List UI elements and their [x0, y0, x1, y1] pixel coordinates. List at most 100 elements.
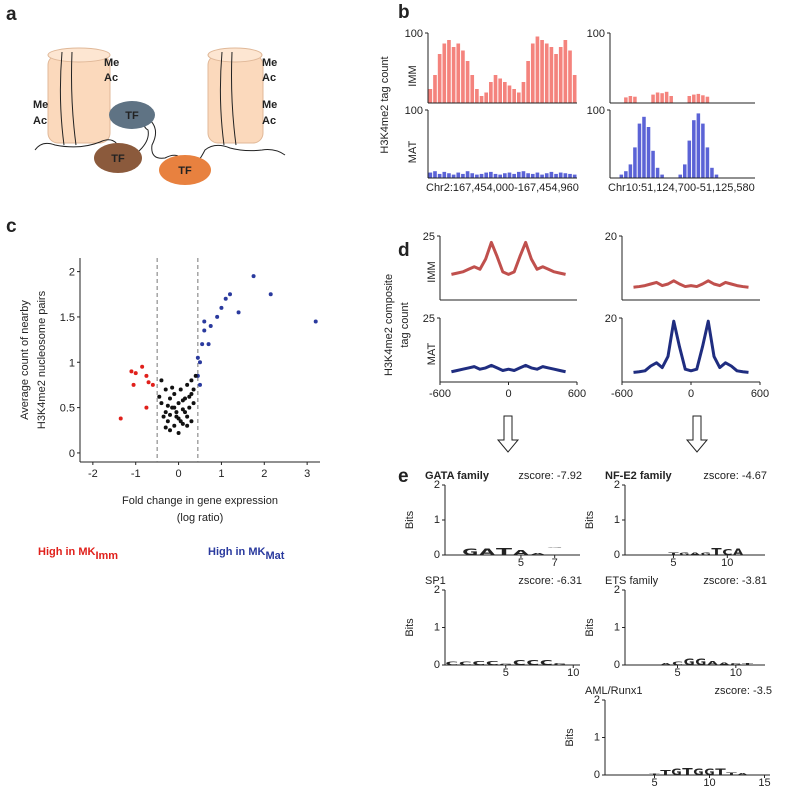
point [178, 419, 183, 424]
logo-letter: C [658, 555, 669, 556]
bar [687, 96, 692, 103]
bar [447, 173, 451, 178]
bar [507, 85, 512, 103]
bar [451, 174, 456, 178]
x-tick-label: 7 [552, 557, 558, 569]
x-tick-label: 10 [721, 557, 733, 569]
logo-title: NF-E2 family [605, 470, 673, 482]
bar [624, 97, 628, 103]
bar [558, 47, 563, 103]
y-axis-label: H3K4me2 nucleosome pairs [36, 290, 48, 429]
mark-label: Me [33, 99, 48, 111]
logo-letter: T [715, 768, 726, 777]
point [157, 394, 162, 399]
logo-letter: C [486, 660, 499, 666]
logo-ylabel: Bits [404, 618, 416, 637]
logo-letter: C [722, 548, 732, 557]
logo-letter: T [682, 767, 692, 778]
logo-letter: A [737, 773, 749, 776]
logo-letter: G [730, 663, 741, 666]
tf [109, 101, 155, 129]
y-tick-label: 2 [614, 584, 620, 596]
bar [655, 167, 660, 178]
bar [535, 36, 540, 103]
logo-letter: T [748, 774, 760, 775]
bar [516, 171, 521, 178]
point [193, 373, 198, 378]
x-axis-label: Fold change in gene expression [122, 495, 278, 507]
y-tick-label: 1 [69, 357, 75, 369]
bar [530, 173, 535, 178]
point [189, 378, 194, 383]
bar [437, 173, 442, 178]
point [146, 380, 151, 385]
legend-entry: High in MKImm [38, 546, 118, 562]
legend-entry: High in MKMat [208, 546, 285, 562]
point [202, 319, 207, 324]
bar [475, 89, 479, 103]
logo-letter: A [530, 553, 548, 556]
x-tick-label: -600 [429, 388, 451, 400]
bar [633, 96, 637, 103]
y-tick-label: 1 [434, 622, 440, 634]
y-tick-label: 1 [614, 622, 620, 634]
point [159, 378, 164, 383]
point [168, 396, 172, 401]
bar [456, 172, 461, 178]
bar [549, 47, 554, 103]
y-tick-label: 1 [614, 514, 620, 526]
bar [696, 93, 701, 103]
point [268, 292, 273, 297]
logo-title: GATA family [425, 470, 490, 482]
bar [516, 92, 521, 103]
bar [470, 173, 475, 178]
point [178, 387, 183, 392]
bar [479, 96, 484, 103]
y-tick-label: 20 [605, 231, 617, 243]
bar [655, 92, 660, 103]
line [451, 240, 566, 276]
tf-label: TF [111, 153, 125, 165]
bar [651, 94, 655, 103]
y-tick-label: 2 [614, 479, 620, 491]
legend-sub: Mat [265, 550, 284, 562]
nucleosome-top [207, 47, 263, 63]
logo-letter: C [754, 664, 766, 665]
panel-label: d [398, 240, 410, 261]
bar [521, 82, 526, 103]
mark-label: Ac [262, 72, 276, 84]
point [161, 414, 166, 419]
x-tick-label: -1 [131, 468, 141, 480]
bar [475, 174, 479, 178]
y-tick-label: 100 [405, 105, 423, 117]
point [189, 419, 194, 424]
bar [572, 75, 577, 103]
point [228, 292, 232, 297]
point [206, 342, 211, 347]
y-tick-label: 0 [69, 448, 75, 460]
tf-label: TF [125, 110, 139, 122]
point [215, 314, 220, 319]
logo-letter: A [660, 663, 673, 666]
bar [498, 78, 502, 103]
mark-label: Me [104, 57, 119, 69]
bar [563, 173, 568, 178]
logo-letter: G [704, 768, 714, 778]
y-tick-label: 20 [605, 313, 617, 325]
bar [456, 43, 461, 103]
bar [489, 82, 493, 103]
nucleosome [47, 54, 111, 144]
x-tick-label: 10 [703, 777, 715, 787]
point [118, 416, 123, 421]
logo-letter: A [605, 774, 615, 775]
y-tick-label: 100 [587, 28, 605, 40]
logo-letter: T [649, 773, 661, 775]
bar [701, 95, 705, 103]
x-tick-label: 0 [505, 388, 511, 400]
y-tick-label: 1 [434, 514, 440, 526]
bar [714, 174, 719, 178]
logo-letter: A [690, 552, 701, 556]
bar [687, 140, 692, 178]
bar [433, 75, 437, 103]
x-tick-label: 600 [568, 388, 586, 400]
